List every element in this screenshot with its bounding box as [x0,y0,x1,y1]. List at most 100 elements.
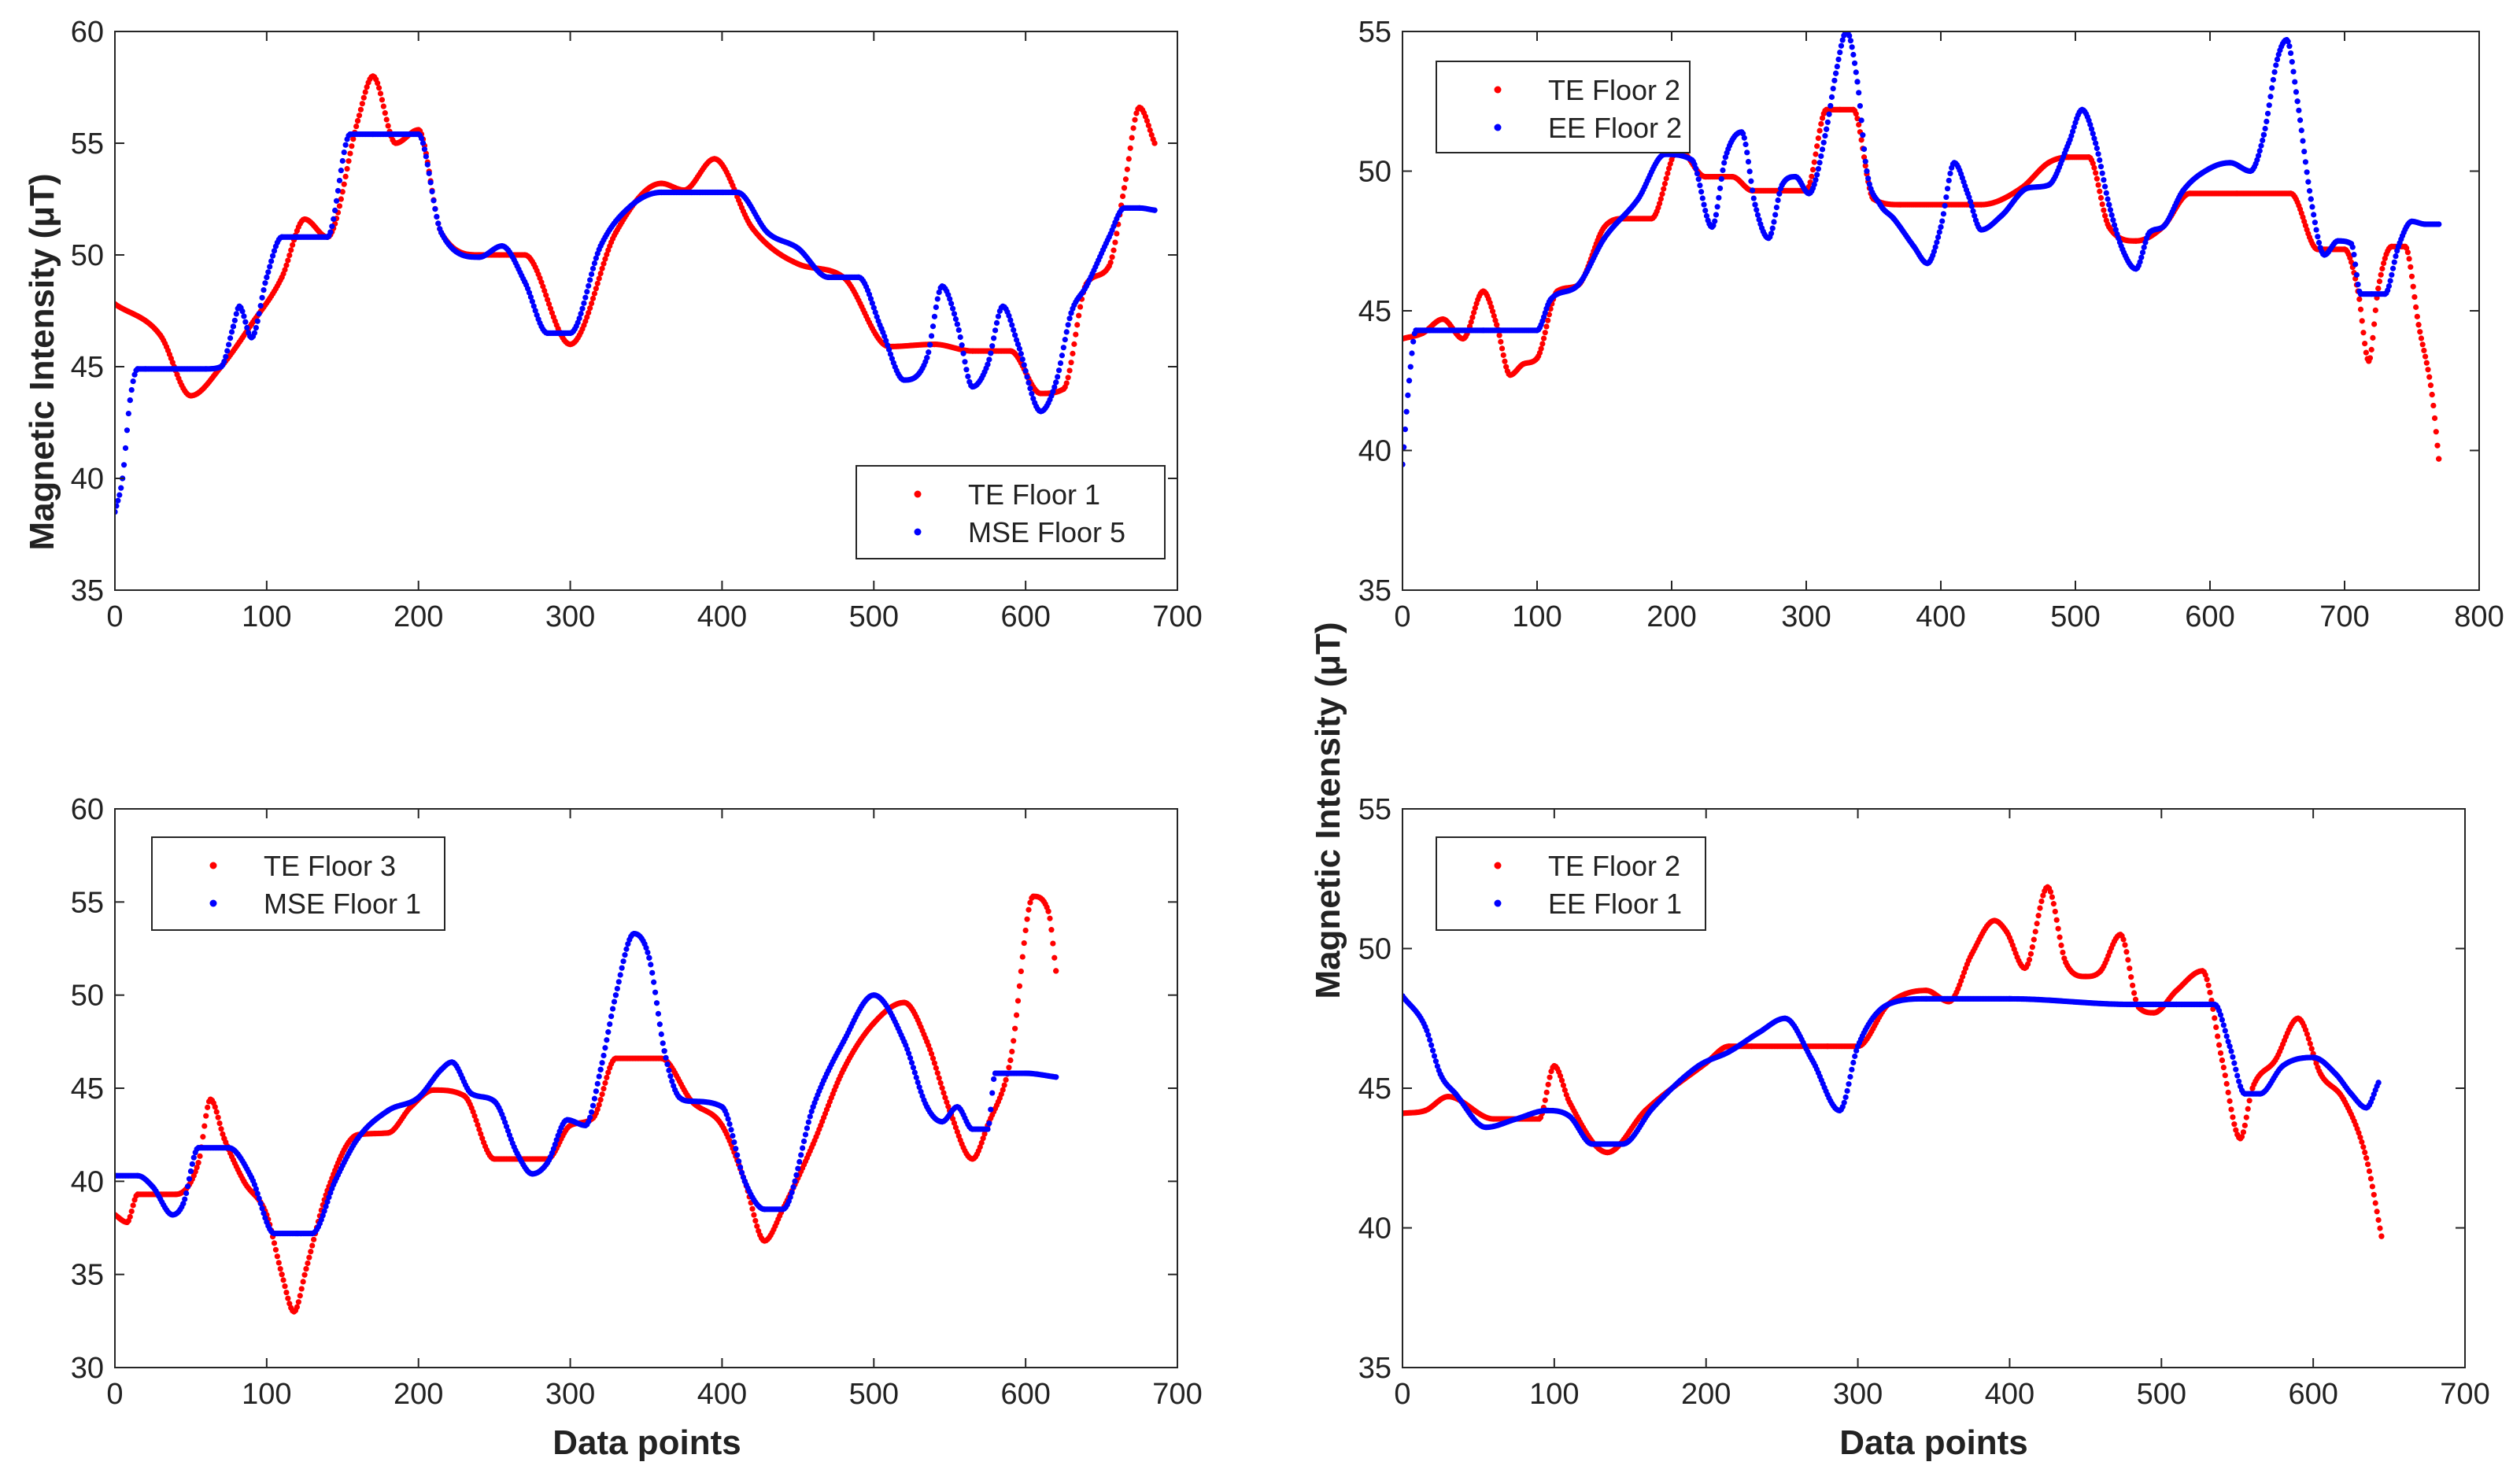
sample-point [658,1031,664,1037]
sample-point [2370,334,2376,341]
sample-point [1499,345,1506,352]
x-tick-label: 200 [394,1378,443,1411]
sample-point [1826,111,1832,117]
x-tick-label: 800 [2454,600,2504,633]
sample-point [257,1200,264,1207]
sample-point [952,1124,959,1131]
sample-point [586,309,592,316]
sample-point [792,1178,798,1184]
sample-point [2288,50,2294,57]
sample-point [1055,374,1061,380]
sample-point [588,271,595,278]
sample-point [1702,207,1709,214]
sample-point [2302,159,2309,165]
sample-point [1016,983,1023,989]
sample-point [283,1289,290,1296]
sample-point [1659,191,1665,197]
sample-point [1837,49,1843,56]
sample-point [2367,355,2374,361]
sample-point [383,116,390,123]
sample-point [282,1283,288,1290]
sample-point [604,251,610,258]
sample-point [1012,332,1018,338]
sample-point [259,1205,265,1212]
sample-point [2431,415,2438,422]
sample-point [1074,322,1081,328]
sample-point [2285,39,2291,45]
sample-point [344,165,350,172]
sample-point [324,1198,331,1205]
sample-point [936,1075,942,1081]
sample-point [2353,271,2360,278]
sample-point [269,253,276,259]
sample-point [331,216,337,222]
sample-point [645,949,651,956]
sample-point [1000,1087,1006,1093]
sample-point [2298,127,2304,134]
sample-point [547,305,554,312]
legend-label: MSE Floor 5 [968,516,1125,548]
y-tick-label: 35 [71,1259,104,1292]
sample-point [2389,271,2395,278]
sample-point [584,314,590,320]
sample-point [342,173,349,179]
sample-point [336,177,343,184]
sample-point [1827,102,1834,109]
sample-point [194,1165,200,1171]
sample-point [602,256,608,262]
sample-point [596,1102,602,1108]
sample-point [581,300,587,306]
sample-point [885,346,892,353]
sample-point [1494,322,1500,328]
sample-point [587,305,593,312]
sample-point [2429,391,2435,398]
sample-point [1050,389,1056,395]
sample-point [918,1088,924,1095]
sample-point [2408,264,2414,270]
sample-point [1124,166,1130,172]
sample-point [787,1194,793,1201]
sample-point [2430,402,2437,409]
sample-point [1835,56,1842,63]
sample-point [503,1124,510,1130]
sample-point [1754,212,1761,218]
sample-point [1012,1025,1018,1032]
sample-point [1024,916,1030,922]
sample-point [1407,364,1414,370]
sample-point [261,286,267,293]
sample-point [327,229,334,235]
sample-point [1062,337,1068,343]
sample-point [944,1099,950,1106]
sample-point [530,303,537,309]
sample-point [1703,212,1710,219]
sample-point [1122,176,1129,183]
sample-point [357,106,364,113]
sample-point [1147,127,1153,134]
y-tick-label: 55 [1358,16,1391,49]
x-tick-label: 600 [1000,1378,1050,1411]
x-tick-label: 0 [106,600,123,633]
sample-point [929,323,937,330]
sample-point [2068,132,2075,139]
sample-point [1818,153,1824,160]
sample-point [2352,261,2359,268]
sample-point [213,1109,220,1115]
sample-point [992,327,999,334]
sample-point [2415,322,2422,328]
sample-point [2315,234,2321,240]
y-tick-label: 45 [1358,295,1391,328]
sample-point [870,305,877,311]
sample-point [1009,1048,1015,1054]
sample-point [1029,390,1035,397]
sample-point [625,941,631,947]
sample-point [1831,77,1838,83]
sample-point [329,223,335,230]
sample-point [321,1208,327,1214]
sample-point [230,323,237,330]
sample-point [265,269,272,275]
sample-point [261,1210,267,1216]
sample-point [607,1021,613,1028]
sample-point [2410,283,2416,290]
sample-point [431,197,437,204]
sample-point [526,290,533,296]
